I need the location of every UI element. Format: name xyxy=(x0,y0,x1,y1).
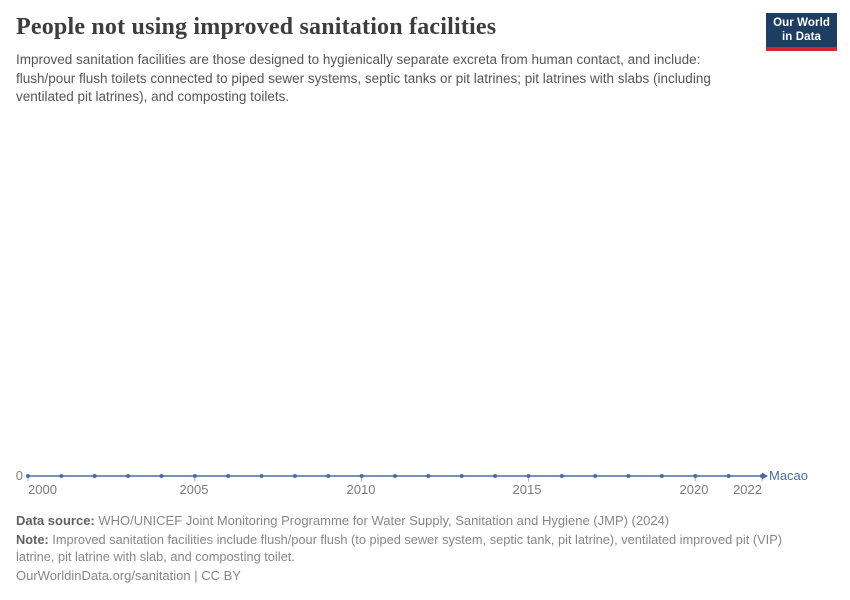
y-axis-tick-label: 0 xyxy=(15,468,23,483)
data-point xyxy=(559,474,564,478)
data-point xyxy=(426,474,431,478)
logo-line1: Our World xyxy=(773,17,830,29)
data-point xyxy=(326,474,331,478)
data-point xyxy=(459,474,464,478)
data-point xyxy=(493,474,498,478)
x-tick-label-2022: 2022 xyxy=(733,482,762,497)
data-point xyxy=(659,474,664,478)
plot-svg[interactable] xyxy=(0,462,850,504)
data-point xyxy=(359,474,364,478)
data-point xyxy=(526,474,531,478)
data-point xyxy=(159,474,164,478)
data-point xyxy=(59,474,64,478)
line-end-arrow xyxy=(762,472,768,480)
data-point xyxy=(693,474,698,478)
x-tick-label-2005: 2005 xyxy=(179,482,209,497)
data-point xyxy=(192,474,197,478)
data-point xyxy=(593,474,598,478)
x-tick-label-2010: 2010 xyxy=(346,482,376,497)
series-label-macao[interactable]: Macao xyxy=(769,468,809,483)
data-point xyxy=(226,474,231,478)
note-text: Improved sanitation facilities include f… xyxy=(16,532,783,564)
data-point xyxy=(726,474,731,478)
data-point xyxy=(26,474,30,478)
data-source-label: Data source: xyxy=(16,513,95,528)
x-tick-label-2000: 2000 xyxy=(28,482,57,497)
logo-line2: in Data xyxy=(782,30,822,43)
note-label: Note: xyxy=(16,532,49,547)
data-point xyxy=(92,474,97,478)
data-point xyxy=(126,474,131,478)
data-point xyxy=(259,474,264,478)
x-tick-label-2020: 2020 xyxy=(679,482,709,497)
chart-subtitle: Improved sanitation facilities are those… xyxy=(16,52,711,104)
owid-logo: Our World in Data xyxy=(766,13,837,51)
data-source-text: WHO/UNICEF Joint Monitoring Programme fo… xyxy=(98,513,670,528)
data-point xyxy=(626,474,631,478)
note-line: Note: Improved sanitation facilities inc… xyxy=(16,531,812,565)
citation-link[interactable]: OurWorldinData.org/sanitation | CC BY xyxy=(16,568,241,583)
x-tick-label-2015: 2015 xyxy=(512,482,542,497)
data-point xyxy=(292,474,297,478)
line-chart: 0 2000 2005 2010 2015 2020 2022 Macao xyxy=(0,462,850,504)
data-source-line: Data source: WHO/UNICEF Joint Monitoring… xyxy=(16,512,669,529)
page-title: People not using improved sanitation fac… xyxy=(16,14,497,40)
data-point xyxy=(393,474,397,478)
